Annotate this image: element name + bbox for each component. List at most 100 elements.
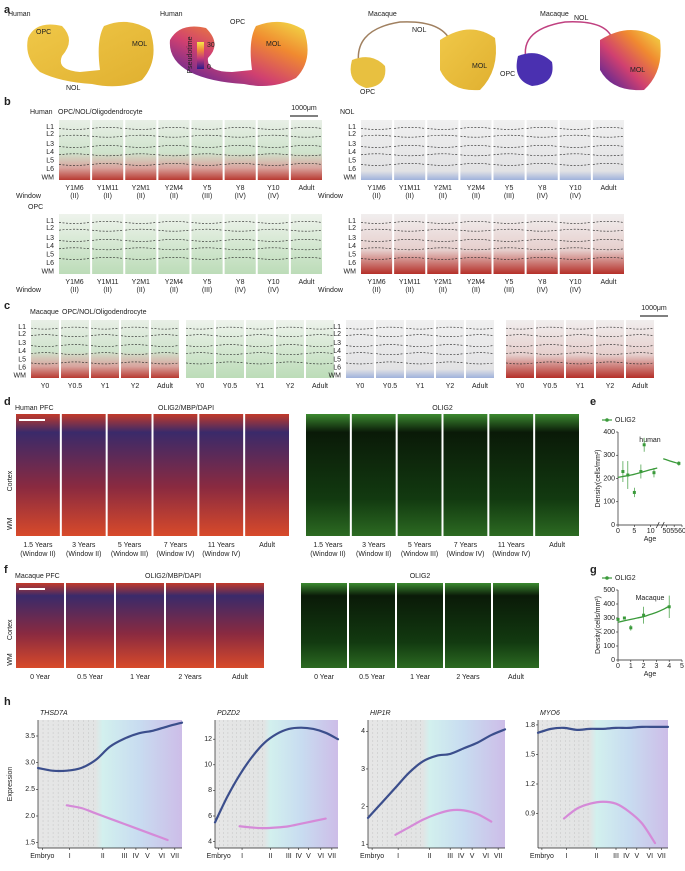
layer-boundary: [505, 352, 535, 354]
tissue-image: [290, 214, 322, 274]
age-label: Adult: [600, 185, 616, 192]
tissue-image: [427, 120, 459, 180]
layer-boundary: [185, 327, 215, 330]
window-value: (Window IV): [492, 551, 530, 558]
layer-boundary: [460, 145, 492, 147]
age-label: 11 Years: [498, 542, 525, 549]
layer-boundary: [360, 134, 393, 137]
age-label: 2 Years: [456, 674, 480, 681]
layer-boundary: [360, 153, 393, 156]
layer-boundary: [625, 327, 655, 330]
layer-boundary: [224, 135, 256, 138]
y-axis-label: Expression: [7, 767, 14, 802]
age-label: Y2: [286, 383, 295, 390]
cluster-label: NOL: [412, 27, 427, 34]
legend-text: OPC: [58, 109, 73, 116]
layer-boundary: [125, 247, 157, 250]
layer-boundary: [257, 240, 289, 242]
x-tick-label: VI: [317, 853, 324, 860]
panel-letter: d: [4, 396, 11, 408]
layer-boundary: [305, 352, 335, 354]
age-label: Y2M1: [132, 279, 150, 286]
age-label: Y2M4: [467, 279, 485, 286]
x-tick-label: 3: [654, 663, 658, 670]
layer-boundary: [275, 361, 305, 364]
layer-boundary: [125, 164, 157, 166]
y-tick-label: 100: [603, 499, 615, 506]
layer-boundary: [345, 362, 375, 365]
layer-boundary: [493, 247, 525, 250]
layer-label: L6: [348, 260, 356, 267]
window-value: (II): [439, 287, 448, 294]
layer-boundary: [394, 127, 426, 129]
layer-boundary: [375, 361, 405, 364]
layer-boundary: [215, 335, 245, 337]
window-value: (Window II): [20, 551, 55, 558]
x-tick-label: V: [470, 853, 475, 860]
layer-boundary: [427, 222, 459, 224]
legend-text: /MBP: [179, 405, 196, 412]
layer-boundary: [58, 146, 91, 148]
tissue-image: [406, 320, 434, 378]
x-tick-label: V: [634, 853, 639, 860]
cluster-label: MOL: [132, 41, 147, 48]
layer-boundary: [245, 362, 275, 365]
series-line: [394, 808, 493, 836]
chart-title: MYO6: [540, 710, 560, 717]
layer-boundary: [505, 362, 535, 365]
layer-boundary: [158, 135, 190, 138]
layer-boundary: [493, 222, 525, 224]
age-label: Y1M11: [399, 279, 421, 286]
layer-boundary: [120, 361, 150, 364]
age-label: Y2M4: [467, 185, 485, 192]
species-label: Macaque: [540, 11, 569, 18]
layer-label: L6: [348, 166, 356, 173]
legend-text: /: [94, 309, 96, 316]
layer-boundary: [257, 164, 289, 166]
age-label: Y10: [569, 279, 582, 286]
tissue-image: [91, 320, 119, 378]
y-tick-label: 0.9: [525, 810, 535, 817]
window-value: (II): [137, 193, 146, 200]
layer-boundary: [592, 163, 625, 165]
layer-boundary: [58, 134, 91, 137]
y-tick-label: 100: [603, 643, 615, 650]
tissue-image: [526, 120, 558, 180]
layer-boundary: [290, 257, 323, 259]
tissue-image: [191, 214, 223, 274]
subpanel-title: NOL: [340, 109, 355, 116]
layer-boundary: [185, 362, 215, 365]
age-label: Y1: [576, 383, 585, 390]
window-value: (IV): [268, 193, 279, 200]
species-label: Human: [160, 11, 183, 18]
layer-label: L5: [348, 158, 356, 165]
chart-title: PDZD2: [217, 710, 240, 717]
stage-background: [38, 720, 182, 848]
x-tick-label: 50: [662, 528, 670, 535]
layer-boundary: [275, 344, 305, 346]
layer-label: L1: [333, 324, 341, 331]
layer-boundary: [158, 221, 190, 223]
window-value: (II): [70, 287, 79, 294]
x-tick-label: 4: [667, 663, 671, 670]
age-label: 2 Years: [178, 674, 202, 681]
age-label: Y1: [416, 383, 425, 390]
y-tick-label: 0: [611, 522, 615, 529]
cluster-label: MOL: [472, 63, 487, 70]
legend-text: /DAPI: [196, 405, 214, 412]
legend-text: /MBP: [166, 573, 183, 580]
y-tick-label: 1.2: [525, 781, 535, 788]
legend-text: OLIG2: [145, 573, 166, 580]
window-value: (Window II): [310, 551, 345, 558]
layer-boundary: [625, 362, 655, 365]
panel-letter: c: [4, 300, 10, 312]
layer-boundary: [191, 128, 223, 130]
umap-plots: [27, 21, 661, 91]
layer-boundary: [465, 352, 495, 354]
region-label: WM: [7, 517, 14, 530]
layer-boundary: [559, 146, 591, 148]
tissue-image: [351, 414, 396, 536]
layer-boundary: [565, 362, 595, 365]
layer-boundary: [150, 334, 180, 336]
layer-boundary: [360, 228, 393, 231]
